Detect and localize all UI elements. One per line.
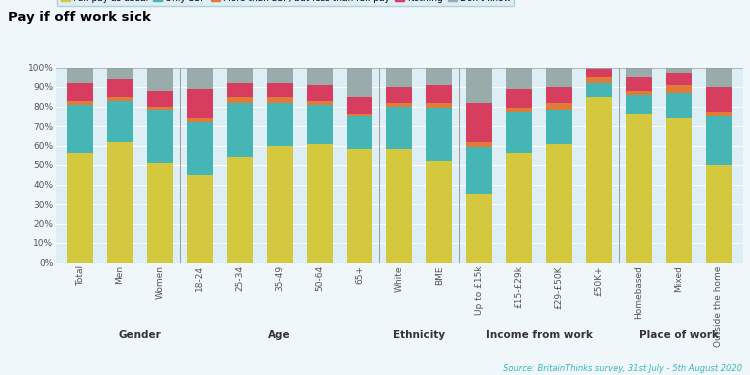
Bar [706,165,731,262]
Text: Age: Age [268,330,291,340]
Bar [267,97,292,103]
Bar [626,95,652,114]
Bar [506,108,532,112]
Bar [626,114,652,262]
Bar [68,68,93,83]
Bar [626,77,652,91]
Bar [706,112,731,116]
Bar [586,83,612,97]
Bar [267,146,292,262]
Bar [426,68,452,85]
Bar [307,100,332,105]
Bar [187,118,213,122]
Bar [546,110,572,144]
Bar [267,68,292,83]
Bar [68,153,93,262]
Bar [506,89,532,108]
Bar [466,68,492,103]
Bar [386,103,412,106]
Bar [147,91,173,106]
Bar [666,74,692,85]
Bar [626,68,652,77]
Text: Place of work: Place of work [639,330,718,340]
Bar [226,97,253,103]
Bar [386,149,412,262]
Bar [107,79,133,97]
Bar [546,103,572,110]
Bar [226,103,253,157]
Bar [666,85,692,93]
Bar [386,106,412,149]
Text: Pay if off work sick: Pay if off work sick [8,11,150,24]
Bar [426,108,452,161]
Bar [466,142,492,147]
Bar [466,103,492,142]
Bar [466,194,492,262]
Bar [426,103,452,108]
Bar [546,68,572,87]
Bar [706,87,731,112]
Bar [386,68,412,87]
Bar [68,105,93,153]
Bar [666,93,692,118]
Bar [307,144,332,262]
Bar [107,142,133,262]
Bar [586,77,612,83]
Legend: Full pay as usual, Only SSP, More than SSP, but less than full pay, Nothing, Don: Full pay as usual, Only SSP, More than S… [57,0,514,6]
Bar [226,68,253,83]
Bar [307,85,332,100]
Bar [506,112,532,153]
Bar [666,68,692,74]
Bar [187,89,213,118]
Bar [506,153,532,262]
Bar [346,114,373,116]
Bar [426,161,452,262]
Bar [226,83,253,97]
Bar [147,110,173,163]
Bar [346,116,373,149]
Bar [187,68,213,89]
Bar [426,85,452,103]
Bar [466,147,492,194]
Bar [546,144,572,262]
Text: Ethnicity: Ethnicity [393,330,445,340]
Bar [147,163,173,262]
Bar [147,106,173,110]
Bar [586,97,612,262]
Bar [187,122,213,175]
Bar [147,68,173,91]
Bar [666,118,692,262]
Bar [307,68,332,85]
Bar [586,69,612,77]
Text: Income from work: Income from work [485,330,592,340]
Text: Gender: Gender [118,330,161,340]
Bar [346,149,373,262]
Bar [346,68,373,97]
Bar [107,100,133,142]
Bar [546,87,572,103]
Bar [68,83,93,100]
Bar [346,97,373,114]
Bar [107,68,133,79]
Bar [626,91,652,95]
Bar [107,97,133,100]
Bar [68,100,93,105]
Bar [586,68,612,69]
Bar [386,87,412,103]
Bar [226,157,253,262]
Bar [706,68,731,87]
Text: Source: BritainThinks survey, 31st July - 5th August 2020: Source: BritainThinks survey, 31st July … [503,364,742,373]
Bar [706,116,731,165]
Bar [267,103,292,146]
Bar [506,68,532,89]
Bar [187,175,213,262]
Bar [267,83,292,97]
Bar [307,105,332,144]
